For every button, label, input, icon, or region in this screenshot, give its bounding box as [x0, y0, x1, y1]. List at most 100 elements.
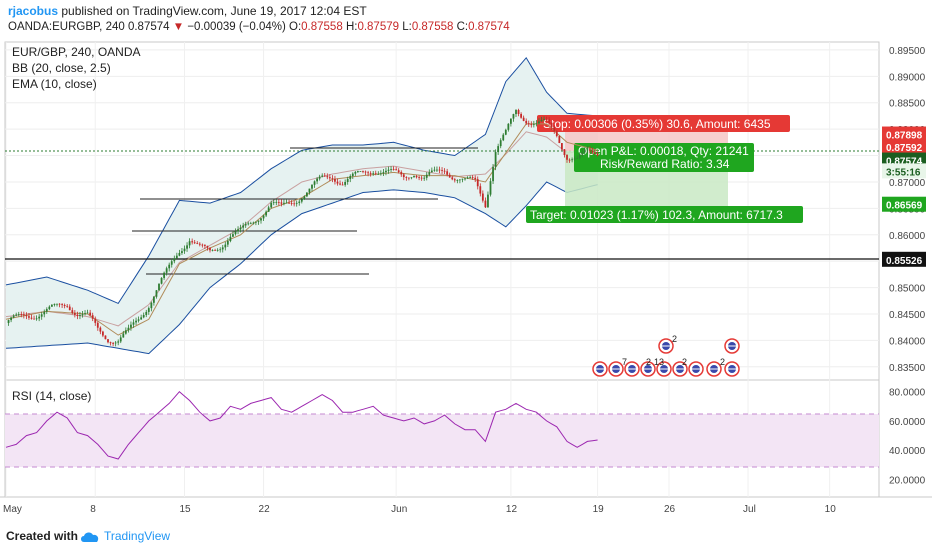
candle-body	[206, 245, 209, 248]
time-tick-5: 12	[506, 504, 518, 515]
candle-body	[525, 120, 528, 124]
candle-body	[244, 224, 247, 226]
candle-body	[20, 314, 23, 315]
candle-body	[140, 317, 143, 320]
candle-body	[459, 179, 461, 181]
target-label-box	[526, 206, 803, 223]
candle-body	[410, 177, 413, 179]
tradingview-cloud-icon	[81, 532, 99, 542]
author-link[interactable]: rjacobus	[8, 4, 59, 18]
time-tick-7: 26	[664, 504, 676, 515]
price-badge-3: 3:55:16	[886, 167, 921, 178]
candle-body	[262, 215, 265, 219]
candle-body	[492, 166, 494, 182]
candle-body	[239, 227, 242, 230]
rsi-axis[interactable]: 80.0000 60.0000 40.0000 20.0000	[889, 388, 926, 487]
candle-body	[51, 304, 53, 307]
candle-body	[346, 178, 349, 182]
candle-body	[43, 311, 46, 315]
candle-body	[147, 308, 150, 312]
economic-events[interactable]: 7 2 13 2 22	[592, 334, 740, 377]
candle-body	[30, 317, 33, 319]
candle-body	[443, 170, 446, 172]
candle-body	[12, 315, 15, 318]
legend-ema: EMA (10, close)	[12, 77, 97, 91]
price-tick-5: 0.87000	[889, 178, 926, 189]
price-chart-svg[interactable]: Stop: 0.00306 (0.35%) 30.6, Amount: 6435…	[0, 38, 932, 520]
candle-body	[293, 203, 296, 205]
candle-body	[433, 169, 436, 171]
candle-body	[548, 119, 551, 123]
candle-body	[461, 178, 464, 180]
candle-body	[226, 241, 229, 245]
candle-body	[109, 342, 112, 344]
price-badge-2: 0.87574	[886, 157, 923, 168]
candle-body	[280, 202, 283, 204]
candle-body	[507, 123, 510, 130]
legend-rsi: RSI (14, close)	[12, 389, 91, 403]
candle-body	[591, 150, 594, 153]
candle-body	[502, 134, 505, 141]
candle-body	[484, 200, 487, 208]
candle-body	[390, 169, 392, 170]
candle-body	[563, 149, 566, 156]
rsi-tick-0: 80.0000	[889, 388, 926, 399]
candle-body	[558, 136, 561, 144]
candle-body	[63, 305, 66, 306]
candle-body	[589, 149, 591, 151]
bb-lower-line	[5, 181, 598, 355]
stop-label-box	[537, 115, 790, 132]
candle-body	[494, 152, 497, 167]
ema-line	[5, 123, 598, 336]
candle-body	[158, 283, 160, 291]
candle-body	[372, 173, 375, 175]
candle-body	[578, 154, 581, 159]
candle-body	[466, 177, 469, 179]
candle-body	[25, 315, 28, 317]
candle-body	[430, 170, 433, 173]
candle-body	[568, 159, 571, 161]
chart-area[interactable]: Stop: 0.00306 (0.35%) 30.6, Amount: 6435…	[0, 38, 932, 520]
candle-body	[150, 302, 153, 309]
candle-body	[270, 202, 273, 208]
price-tick-2: 0.88500	[889, 99, 926, 110]
price-badge-4: 0.86569	[886, 201, 923, 212]
price-badge-1: 0.87592	[886, 143, 923, 154]
tradingview-brand[interactable]: TradingView	[104, 529, 171, 543]
time-axis[interactable]: May 8 15 22 Jun 12 19 26 Jul 10	[3, 504, 836, 515]
candle-body	[247, 223, 250, 225]
chart-header: rjacobus published on TradingView.com, J…	[0, 0, 932, 38]
candle-body	[362, 171, 364, 172]
candle-body	[441, 170, 443, 171]
time-tick-1: 8	[90, 504, 96, 515]
price-badge-box-3	[882, 163, 926, 179]
candle-body	[10, 317, 12, 321]
candle-body	[385, 170, 387, 173]
candle-body	[517, 110, 520, 114]
candle-body	[594, 152, 596, 155]
candle-body	[130, 324, 132, 328]
candle-body	[267, 207, 270, 212]
candle-body	[224, 244, 227, 248]
candle-body	[476, 179, 479, 187]
candle-body	[186, 245, 188, 249]
candle-body	[81, 314, 84, 316]
candle-body	[479, 186, 482, 194]
candle-body	[242, 225, 245, 228]
short-position-tool[interactable]: Stop: 0.00306 (0.35%) 30.6, Amount: 6435…	[526, 115, 803, 223]
candle-body	[252, 222, 255, 224]
candle-body	[73, 312, 76, 315]
candle-body	[474, 177, 477, 180]
candle-body	[311, 184, 313, 189]
candle-body	[38, 316, 41, 319]
candle-body	[170, 261, 173, 265]
candle-body	[379, 173, 382, 175]
candle-body	[272, 202, 275, 204]
candle-body	[260, 218, 262, 221]
candle-body	[145, 311, 148, 315]
price-tick-1: 0.89000	[889, 72, 926, 83]
candle-body	[53, 303, 56, 305]
close-label: C:	[456, 21, 469, 33]
candle-body	[285, 202, 288, 204]
